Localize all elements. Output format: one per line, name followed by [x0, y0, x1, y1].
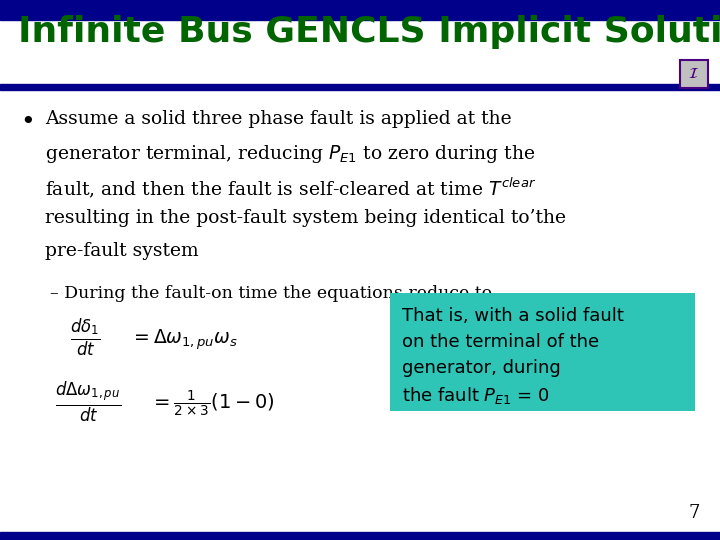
Bar [0, 84, 720, 90]
Bar [0, 532, 720, 540]
Bar [390, 293, 695, 411]
Text: generator, during: generator, during [402, 359, 561, 377]
Text: on the terminal of the: on the terminal of the [402, 333, 599, 351]
Text: $\frac{d\delta_1}{dt}$: $\frac{d\delta_1}{dt}$ [70, 317, 101, 359]
Text: Infinite Bus GENCLS Implicit Solution: Infinite Bus GENCLS Implicit Solution [18, 15, 720, 49]
Text: resulting in the post-fault system being identical to’the: resulting in the post-fault system being… [45, 209, 566, 227]
Text: pre-fault system: pre-fault system [45, 242, 199, 260]
Text: $= \Delta\omega_{1,pu}\omega_s$: $= \Delta\omega_{1,pu}\omega_s$ [130, 327, 238, 352]
Text: the fault $P_{E1}$ = 0: the fault $P_{E1}$ = 0 [402, 385, 550, 406]
Text: $\frac{d\Delta\omega_{1,pu}}{dt}$: $\frac{d\Delta\omega_{1,pu}}{dt}$ [55, 379, 121, 424]
Text: fault, and then the fault is self-cleared at time $T^{clear}$: fault, and then the fault is self-cleare… [45, 176, 536, 200]
Text: 7: 7 [688, 504, 700, 522]
Bar [0, 0, 720, 20]
Text: $\mathcal{I}$: $\mathcal{I}$ [688, 66, 700, 82]
Text: Assume a solid three phase fault is applied at the: Assume a solid three phase fault is appl… [45, 110, 512, 128]
Text: $= \frac{1}{2\times3}(1-0)$: $= \frac{1}{2\times3}(1-0)$ [150, 389, 275, 419]
FancyBboxPatch shape [680, 60, 708, 88]
Text: generator terminal, reducing $P_{E1}$ to zero during the: generator terminal, reducing $P_{E1}$ to… [45, 143, 536, 165]
Text: •: • [20, 110, 35, 134]
Text: That is, with a solid fault: That is, with a solid fault [402, 307, 624, 325]
Text: – During the fault-on time the equations reduce to: – During the fault-on time the equations… [50, 285, 492, 302]
